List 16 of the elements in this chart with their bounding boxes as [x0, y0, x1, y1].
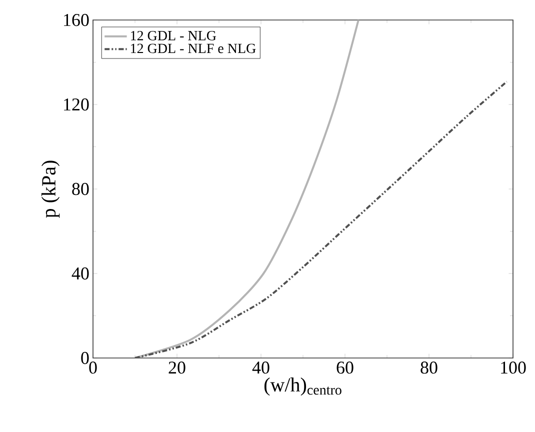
legend-label: 12 GDL - NLF e NLG: [131, 44, 256, 54]
x-tick-label: 40: [252, 362, 270, 374]
y-tick-label: 80: [72, 182, 89, 196]
y-axis-title: p (kPa): [41, 160, 60, 218]
y-tick-label: 120: [64, 98, 89, 111]
x-axis-title: (w/h)$_{centro}$: [264, 378, 342, 396]
x-tick-label: 20: [168, 362, 186, 374]
line-series: [134, 80, 508, 358]
y-tick-label: 40: [72, 267, 89, 280]
x-tick-label: 80: [420, 362, 438, 374]
legend-label: 12 GDL - NLG: [131, 30, 216, 40]
y-tick-label: 0: [81, 352, 89, 364]
x-tick-label: 100: [501, 362, 526, 374]
y-tick-label: 160: [64, 14, 89, 26]
x-tick-label: 60: [336, 362, 354, 374]
x-tick-label: 0: [89, 362, 97, 374]
